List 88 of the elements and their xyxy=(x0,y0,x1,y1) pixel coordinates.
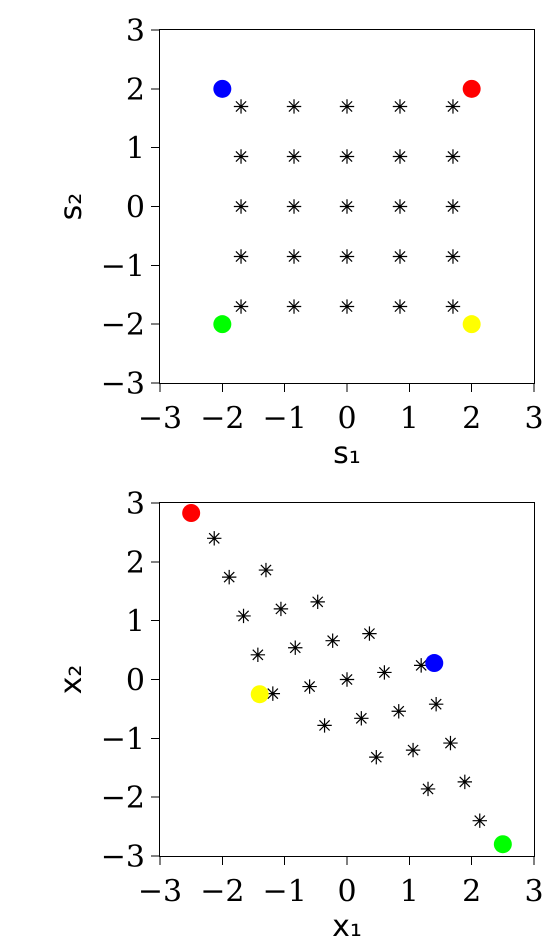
point xyxy=(258,562,274,578)
x-axis-title: x₁ xyxy=(332,909,362,944)
point xyxy=(236,608,252,624)
point xyxy=(339,672,355,688)
point xyxy=(405,742,421,758)
point xyxy=(428,696,444,712)
point xyxy=(286,198,302,214)
y-tick-label: −1 xyxy=(100,248,145,284)
point xyxy=(445,248,461,264)
point xyxy=(273,601,289,617)
point xyxy=(213,315,232,334)
y-axis-title: s₂ xyxy=(54,192,89,220)
point xyxy=(233,148,249,164)
x-tick-label: −2 xyxy=(200,874,244,909)
x-axis-title: s₁ xyxy=(333,436,361,471)
x-tick-label: 1 xyxy=(400,401,419,436)
point xyxy=(316,718,332,734)
point xyxy=(233,248,249,264)
y-tick-label: 0 xyxy=(126,663,145,698)
y-tick-label: 3 xyxy=(126,14,145,48)
point xyxy=(445,98,461,114)
x-tick-label: −2 xyxy=(200,401,244,436)
point xyxy=(250,685,269,704)
point xyxy=(206,530,222,546)
point xyxy=(233,198,249,214)
y-tick-label: −2 xyxy=(100,308,145,343)
point xyxy=(213,80,232,98)
point xyxy=(182,504,200,522)
point xyxy=(445,198,461,214)
point xyxy=(390,703,407,720)
point xyxy=(286,248,302,264)
y-tick-label: 1 xyxy=(126,131,145,166)
point xyxy=(265,686,281,702)
point xyxy=(233,98,249,114)
point xyxy=(368,749,384,765)
point xyxy=(233,298,249,314)
point xyxy=(324,632,340,648)
x-tick-label: 2 xyxy=(462,874,482,909)
point xyxy=(445,298,461,314)
x-tick-label: 0 xyxy=(337,401,357,436)
point xyxy=(339,98,355,114)
point xyxy=(472,812,488,828)
x-tick-label: −1 xyxy=(262,401,307,436)
point xyxy=(286,148,302,164)
point xyxy=(302,678,318,694)
point xyxy=(339,248,355,264)
point xyxy=(339,148,355,164)
y-tick-label: −3 xyxy=(100,840,145,874)
point xyxy=(339,298,355,314)
point xyxy=(286,98,302,114)
point xyxy=(494,835,512,854)
y-tick-label: 2 xyxy=(126,72,145,108)
x-tick-label: 0 xyxy=(337,874,357,909)
point xyxy=(457,774,473,790)
point xyxy=(462,315,481,334)
y-tick-label: −3 xyxy=(100,366,145,402)
point xyxy=(462,80,481,98)
point xyxy=(392,148,408,164)
point xyxy=(339,198,355,214)
point xyxy=(354,710,370,726)
point xyxy=(376,664,392,680)
x-tick-label: 2 xyxy=(462,401,482,436)
point xyxy=(442,735,458,751)
point xyxy=(392,298,408,314)
point xyxy=(420,781,436,797)
x-tick-label: 3 xyxy=(524,401,544,436)
point xyxy=(392,248,408,264)
y-tick-label: −1 xyxy=(100,722,145,757)
point xyxy=(445,148,461,164)
point xyxy=(250,646,266,663)
point xyxy=(392,98,408,114)
point xyxy=(425,654,444,672)
point xyxy=(362,626,378,642)
x-tick-label: 3 xyxy=(524,874,544,909)
y-tick-label: 0 xyxy=(126,190,145,225)
y-tick-label: −2 xyxy=(100,780,145,816)
y-tick-label: 2 xyxy=(126,545,145,580)
y-tick-label: 1 xyxy=(126,604,145,640)
x-tick-label: −1 xyxy=(262,874,307,909)
x-tick-label: 1 xyxy=(400,874,419,909)
point xyxy=(221,569,237,585)
point xyxy=(392,198,408,214)
y-tick-label: 3 xyxy=(126,486,145,522)
point xyxy=(413,658,429,674)
point xyxy=(286,298,302,314)
point xyxy=(310,594,326,610)
point xyxy=(287,640,304,656)
y-axis-title: x₂ xyxy=(54,664,89,694)
